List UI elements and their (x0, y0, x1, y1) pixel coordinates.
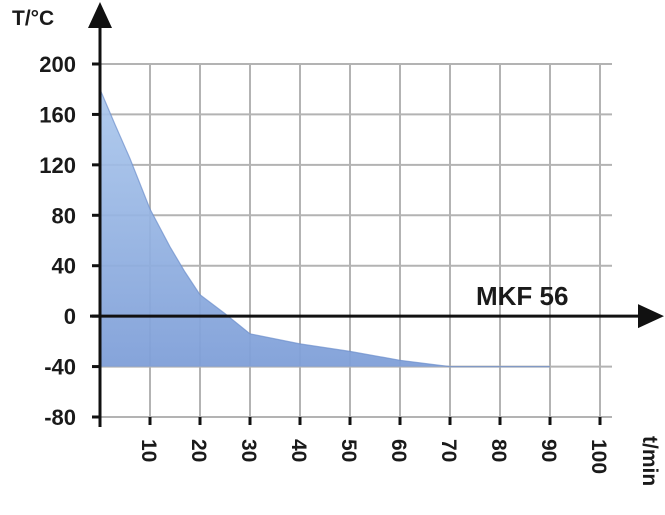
series-area-fill (100, 89, 550, 367)
x-tick-label-10: 10 (137, 439, 160, 462)
y-axis-arrow (88, 2, 112, 28)
y-tick-label-120: 120 (39, 153, 76, 178)
x-axis-arrow (638, 304, 664, 329)
series-line (99, 88, 550, 368)
y-tick-label-40: 40 (52, 254, 76, 279)
tick-labels: 200 160 120 80 40 0 -40 -80 10 20 30 40 50 60 70 80 90 10… (39, 52, 610, 474)
x-tick-label-90: 90 (537, 439, 560, 462)
x-tick-label-70: 70 (437, 439, 460, 462)
x-tick-label-60: 60 (387, 439, 410, 462)
axes (88, 2, 664, 427)
x-tick-label-50: 50 (337, 439, 360, 462)
y-axis-title: T/°C (12, 7, 54, 30)
y-tick-label-200: 200 (39, 52, 76, 77)
y-tick-label--40: -40 (44, 355, 76, 380)
x-axis-title: t/min (638, 436, 661, 486)
x-tick-label-30: 30 (237, 439, 260, 462)
y-tick-label-160: 160 (39, 102, 76, 127)
series-area (99, 88, 550, 368)
series-label: MKF 56 (476, 281, 568, 311)
y-tick-label-80: 80 (52, 203, 76, 228)
x-tick-label-100: 100 (587, 439, 610, 474)
x-tick-label-20: 20 (187, 439, 210, 462)
x-tick-label-40: 40 (287, 439, 310, 462)
y-tick-label-0: 0 (64, 304, 76, 329)
y-tick-label--80: -80 (44, 405, 76, 430)
x-tick-label-80: 80 (487, 439, 510, 462)
